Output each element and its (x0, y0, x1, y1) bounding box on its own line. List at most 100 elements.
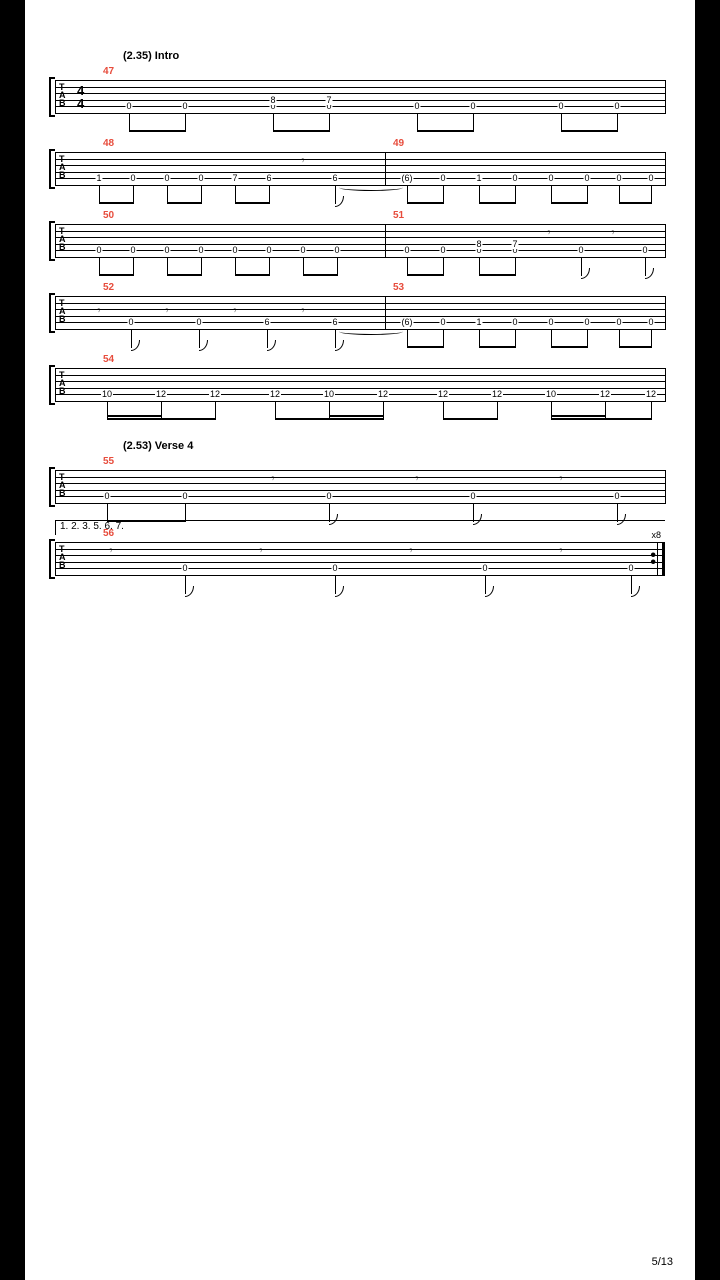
fret-number: 6 (265, 173, 272, 183)
staff-line (55, 549, 665, 550)
staff-line (55, 394, 665, 395)
fret-number: 10 (101, 389, 113, 399)
fret-number: 0 (299, 245, 306, 255)
fret-number: 0 (547, 173, 554, 183)
rest: 𝄾 (548, 227, 551, 240)
measure-number: 55 (103, 456, 114, 467)
fret-number: 10 (323, 389, 335, 399)
note-flag (645, 268, 654, 279)
staff-line (55, 401, 665, 402)
tab-page: (2.35) Intro47TAB4400080700004849TAB1000… (25, 0, 695, 1280)
beam (107, 418, 216, 420)
rest: 𝄾 (612, 227, 615, 240)
fret-number: 6 (331, 317, 338, 327)
fret-number: 0 (469, 101, 476, 111)
measure-number: 52 (103, 282, 114, 293)
time-signature: 44 (77, 84, 84, 110)
fret-number: 0 (231, 245, 238, 255)
fret-number: 0 (95, 245, 102, 255)
beam (551, 346, 588, 348)
fret-number: 0 (439, 245, 446, 255)
staff-line (55, 316, 665, 317)
beam (275, 418, 384, 420)
note-flag (631, 586, 640, 597)
staff-line (55, 381, 665, 382)
fret-number: 0 (331, 563, 338, 573)
fret-number: 1 (475, 173, 482, 183)
beam-secondary (329, 415, 384, 417)
staff-line (55, 575, 665, 576)
fret-number: 12 (437, 389, 449, 399)
fret-number: 12 (209, 389, 221, 399)
note-flag (267, 340, 276, 351)
tab-staff: TAB00000𝄾𝄾𝄾 (55, 470, 665, 504)
measure-number: 56 (103, 528, 114, 539)
barline (55, 80, 56, 114)
beam-secondary (107, 415, 162, 417)
fret-number: 10 (545, 389, 557, 399)
tab-system: 47TAB440008070000 (55, 80, 665, 114)
rest: 𝄾 (260, 545, 263, 558)
staff-line (55, 165, 665, 166)
fret-number: 0 (129, 245, 136, 255)
beam (99, 202, 134, 204)
rest: 𝄾 (272, 473, 275, 486)
tab-system: 54TAB1012121210121212101212 (55, 368, 665, 402)
tab-system: 55TAB00000𝄾𝄾𝄾 (55, 470, 665, 504)
section-label: (2.53) Verse 4 (123, 440, 675, 452)
fret-number: 0 (195, 317, 202, 327)
staff-line (55, 172, 665, 173)
fret-number: 7 (511, 239, 518, 249)
beam (407, 346, 444, 348)
barline (55, 296, 56, 330)
barline (55, 542, 56, 576)
barline (55, 368, 56, 402)
beam (417, 130, 474, 132)
tab-clef: TAB (59, 545, 66, 569)
staff-line (55, 87, 665, 88)
beam (303, 274, 338, 276)
fret-number: 0 (197, 173, 204, 183)
beam (479, 346, 516, 348)
staff-line (55, 483, 665, 484)
note-flag (199, 340, 208, 351)
staff-line (55, 152, 665, 153)
fret-number: 12 (377, 389, 389, 399)
fret-number: 0 (125, 101, 132, 111)
staff-line (55, 496, 665, 497)
tab-clef: TAB (59, 227, 66, 251)
beam (99, 274, 134, 276)
staff-line (55, 159, 665, 160)
barline (665, 152, 666, 186)
beam (235, 274, 270, 276)
repeat-count: x8 (651, 530, 661, 540)
staff-line (55, 93, 665, 94)
staff-line (55, 368, 665, 369)
barline (385, 296, 386, 330)
fret-number: 0 (129, 173, 136, 183)
section-label: (2.35) Intro (123, 50, 675, 62)
note-flag (335, 340, 344, 351)
staff-line (55, 503, 665, 504)
fret-number: 0 (265, 245, 272, 255)
page-number: 5/13 (652, 1256, 673, 1268)
beam (129, 130, 186, 132)
staff-line (55, 257, 665, 258)
tab-staff: TAB1000766(6)0100000𝄾 (55, 152, 665, 186)
volta-bracket: 1. 2. 3. 5. 6. 7. (55, 520, 665, 535)
barline (55, 152, 56, 186)
fret-number: 8 (269, 95, 276, 105)
fret-number: 0 (577, 245, 584, 255)
beam (551, 418, 652, 420)
fret-number: 12 (645, 389, 657, 399)
fret-number: 8 (475, 239, 482, 249)
staff-line (55, 113, 665, 114)
fret-number: 0 (197, 245, 204, 255)
fret-number: 0 (163, 245, 170, 255)
note-flag (485, 586, 494, 597)
tab-staff: TAB1012121210121212101212 (55, 368, 665, 402)
measure-number: 47 (103, 66, 114, 77)
barline (665, 224, 666, 258)
fret-number: 6 (331, 173, 338, 183)
fret-number: 7 (325, 95, 332, 105)
